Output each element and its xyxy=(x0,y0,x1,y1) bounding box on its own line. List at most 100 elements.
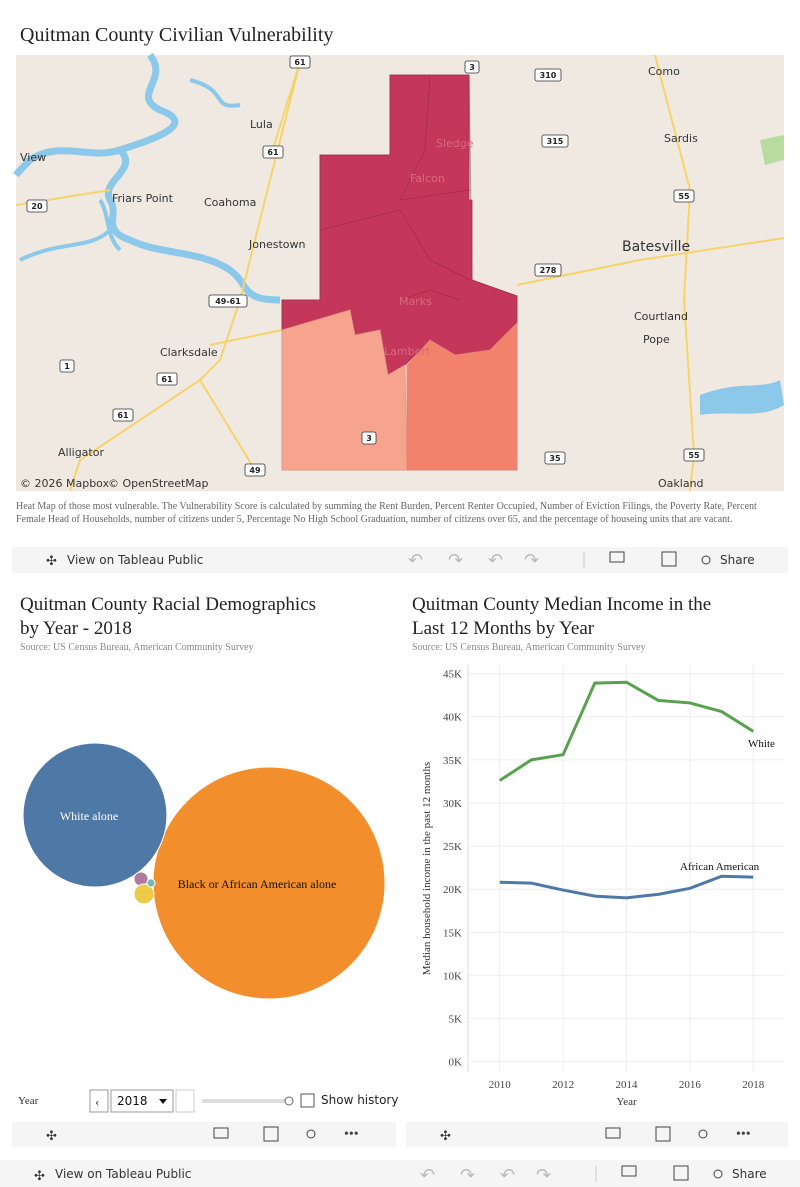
view-link[interactable]: View on Tableau Public xyxy=(67,553,203,567)
more-icon[interactable]: ••• xyxy=(736,1127,751,1142)
place-label: Courtland xyxy=(634,310,688,323)
redo-icon[interactable]: ↷ xyxy=(448,550,463,570)
y-tick-label: 45K xyxy=(443,669,462,681)
chart-subtitle: Source: US Census Bureau, American Commu… xyxy=(20,642,254,653)
place-label: Batesville xyxy=(622,239,690,255)
road-shield xyxy=(262,145,284,159)
y-tick-label: 25K xyxy=(443,841,462,853)
chart-title: Quitman County Median Income in the Last … xyxy=(412,594,711,639)
share-link[interactable]: Share xyxy=(720,553,755,567)
refresh-icon[interactable]: ↷ xyxy=(536,1165,551,1185)
map-title: Quitman County Civilian Vulnerability xyxy=(20,24,333,46)
control-label: Year xyxy=(18,1095,39,1107)
toolbar-bg xyxy=(406,1122,788,1147)
x-axis-label: Year xyxy=(616,1096,637,1108)
prev-icon: ‹ xyxy=(95,1094,99,1109)
series-label: African American xyxy=(680,861,760,873)
share-icon[interactable] xyxy=(713,1169,723,1179)
map xyxy=(13,52,785,492)
road-number: 61 xyxy=(267,148,279,157)
x-tick-label: 2016 xyxy=(679,1079,702,1091)
fullscreen-icon[interactable] xyxy=(655,1126,671,1142)
road-shield xyxy=(541,134,569,148)
share-icon[interactable] xyxy=(698,1129,708,1139)
share-icon[interactable] xyxy=(701,555,711,565)
dropdown-arrow xyxy=(159,1099,167,1104)
attribution: © OpenStreetMap xyxy=(108,477,209,490)
line-series xyxy=(498,680,755,782)
road-shield xyxy=(244,463,266,477)
history-checkbox[interactable] xyxy=(300,1093,315,1108)
next-button[interactable] xyxy=(175,1089,195,1113)
road-shield xyxy=(464,60,480,74)
chart-subtitle: Source: US Census Bureau, American Commu… xyxy=(412,642,646,653)
place-label: Coahoma xyxy=(204,196,256,209)
river xyxy=(19,78,241,262)
river xyxy=(13,52,281,304)
y-tick-label: 35K xyxy=(443,755,462,767)
road-shield xyxy=(26,199,48,213)
x-tick-label: 2012 xyxy=(552,1079,574,1091)
place-label: Jonestown xyxy=(248,238,305,251)
region-low xyxy=(281,309,408,471)
road-number: 55 xyxy=(678,192,690,201)
toolbar-bg xyxy=(0,1160,800,1187)
tableau-icon[interactable]: ✣ xyxy=(46,1128,57,1143)
road-number: 3 xyxy=(469,63,475,72)
road-shield xyxy=(534,263,562,277)
fullscreen-icon[interactable] xyxy=(673,1165,689,1181)
y-tick-label: 20K xyxy=(443,884,462,896)
series-label: White xyxy=(748,738,775,750)
toolbar-bg xyxy=(12,547,788,573)
toolbar: ✣ View on Tableau Public ↶ ↷ ↶ ↷ Share xyxy=(0,1160,800,1187)
more-icon[interactable]: ••• xyxy=(344,1127,359,1142)
fullscreen-icon[interactable] xyxy=(263,1126,279,1142)
year-select[interactable] xyxy=(110,1089,174,1113)
slider-thumb[interactable] xyxy=(284,1096,294,1106)
prev-button[interactable] xyxy=(89,1089,109,1113)
road-shield xyxy=(673,189,695,203)
place-label: Sardis xyxy=(664,132,698,145)
toolbar: ✣ View on Tableau Public ↶ ↷ ↶ ↷ Share xyxy=(12,547,788,573)
map-description: Heat Map of those most vulnerable. The V… xyxy=(16,501,757,525)
tableau-icon[interactable]: ✣ xyxy=(440,1128,451,1143)
place-label: Marks xyxy=(399,295,432,308)
y-tick-label: 5K xyxy=(449,1014,463,1026)
road-number: 3 xyxy=(366,434,372,443)
y-axis-label: Median household income in the past 12 m… xyxy=(421,762,433,976)
chart-title: Quitman County Racial Demographics by Yea… xyxy=(20,594,316,639)
road-shield xyxy=(156,372,178,386)
road-shield xyxy=(683,448,705,462)
fullscreen-icon[interactable] xyxy=(661,551,677,567)
share-link[interactable]: Share xyxy=(732,1167,767,1181)
redo-icon[interactable]: ↷ xyxy=(460,1165,475,1185)
revert-icon[interactable]: ↶ xyxy=(488,550,503,570)
road-shield xyxy=(534,68,562,82)
place-label: View xyxy=(20,151,46,164)
place-label: Alligator xyxy=(58,446,104,459)
undo-icon[interactable]: ↶ xyxy=(420,1165,435,1185)
bubble-label: White alone xyxy=(60,809,118,823)
view-button[interactable]: ✣ View on Tableau Public xyxy=(46,553,203,568)
region-border xyxy=(319,74,471,301)
download-icon[interactable] xyxy=(609,551,625,563)
revert-icon[interactable]: ↶ xyxy=(500,1165,515,1185)
undo-icon[interactable]: ↶ xyxy=(408,550,423,570)
share-icon[interactable] xyxy=(306,1129,316,1139)
road-number: 49 xyxy=(249,466,261,475)
y-tick-label: 0K xyxy=(449,1057,463,1069)
bubble xyxy=(146,878,156,888)
download-icon[interactable] xyxy=(605,1127,621,1139)
download-icon[interactable] xyxy=(213,1127,229,1139)
place-label: Friars Point xyxy=(112,192,174,205)
refresh-icon[interactable]: ↷ xyxy=(524,550,539,570)
view-link[interactable]: View on Tableau Public xyxy=(55,1167,191,1181)
selected-year: 2018 xyxy=(117,1094,148,1108)
y-tick-label: 15K xyxy=(443,927,462,939)
download-icon[interactable] xyxy=(621,1165,637,1177)
road-shield xyxy=(59,359,75,373)
history-label: Show history xyxy=(321,1093,398,1107)
road-shield xyxy=(208,294,248,308)
lake xyxy=(700,380,784,415)
road-number: 61 xyxy=(117,411,129,420)
